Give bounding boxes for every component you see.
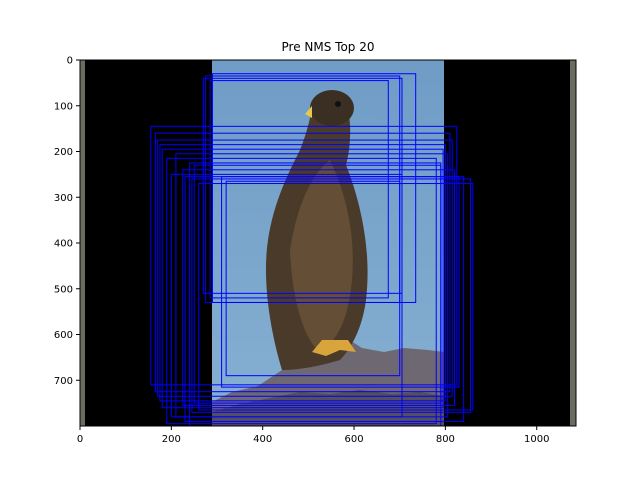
photo-hawk (265, 90, 368, 370)
plot-area (80, 60, 576, 426)
proposal-box (225, 180, 401, 377)
x-tick-label: 200 (162, 434, 181, 445)
x-tick-label: 0 (77, 434, 83, 445)
y-tick-label: 0 (67, 56, 73, 67)
proposal-box (209, 80, 389, 299)
x-tick-label: 600 (344, 434, 363, 445)
proposal-box (159, 144, 446, 402)
image-left-edge-strip (80, 60, 85, 426)
proposal-boxes (150, 73, 474, 426)
proposal-box (154, 132, 451, 393)
proposal-box (161, 148, 444, 409)
proposal-box (211, 73, 417, 303)
y-tick-label: 500 (54, 284, 73, 295)
proposal-box (198, 183, 474, 411)
y-tick-label: 700 (54, 376, 73, 387)
y-tick-label: 600 (54, 330, 73, 341)
y-axis: 0 100 200 300 400 500 600 700 (54, 56, 80, 387)
proposal-box (150, 125, 458, 386)
y-tick-label: 100 (54, 101, 73, 112)
x-tick-label: 400 (253, 434, 272, 445)
chart-title: Pre NMS Top 20 (282, 40, 375, 54)
x-tick-label: 800 (436, 434, 455, 445)
proposal-box (193, 164, 442, 404)
proposal-box (157, 139, 453, 397)
image-right-padding (444, 60, 576, 426)
proposal-box (182, 169, 456, 406)
proposal-box (221, 176, 460, 388)
y-tick-label: 400 (54, 239, 73, 250)
proposal-box (175, 153, 449, 418)
proposal-box (191, 178, 471, 413)
proposal-box (166, 157, 437, 425)
y-tick-label: 200 (54, 147, 73, 158)
x-axis: 0 200 400 600 800 1000 (77, 426, 549, 445)
image-right-edge-strip (570, 60, 576, 426)
x-tick-label: 1000 (524, 434, 549, 445)
y-tick-label: 300 (54, 193, 73, 204)
